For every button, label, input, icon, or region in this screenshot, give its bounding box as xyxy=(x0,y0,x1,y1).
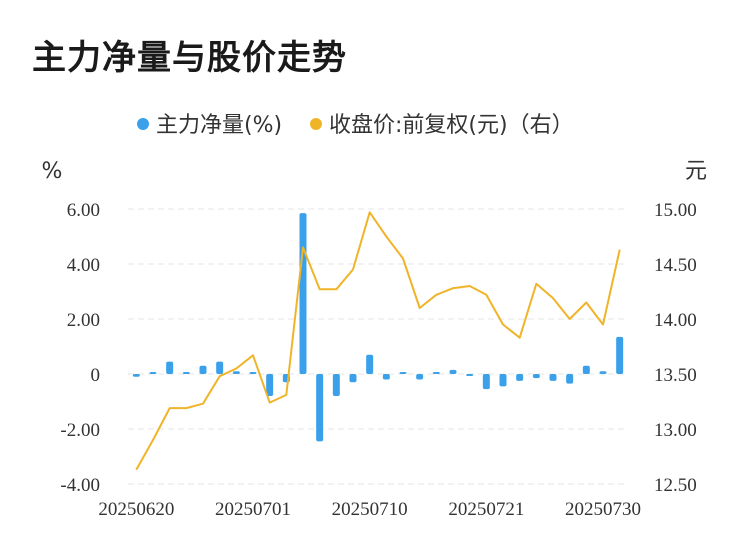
bar-main-net xyxy=(299,213,307,374)
y-left-unit: % xyxy=(42,159,63,184)
x-ticks: 20250620 20250701 20250710 20250721 20250730 xyxy=(98,499,641,520)
bar-main-net xyxy=(366,354,374,374)
bar-main-net xyxy=(216,361,224,374)
x-tick-label: 20250701 xyxy=(215,499,291,520)
y-right-tick-label: 14.00 xyxy=(654,310,697,331)
bar-main-net xyxy=(516,374,524,381)
bar-main-net xyxy=(566,374,574,384)
bar-main-net xyxy=(616,336,624,374)
bar-main-net xyxy=(399,372,407,374)
x-tick-label: 20250620 xyxy=(98,499,174,520)
legend-label-main-net: 主力净量(%) xyxy=(156,113,282,138)
y-right-tick-label: 12.50 xyxy=(654,475,697,496)
y-right-unit: 元 xyxy=(685,159,707,184)
y-left-tick-label: 6.00 xyxy=(67,200,100,221)
bar-main-net xyxy=(166,361,174,374)
bar-main-net xyxy=(449,369,457,374)
bar-main-net xyxy=(582,365,590,374)
bar-main-net xyxy=(599,371,607,374)
bar-main-net xyxy=(232,371,240,374)
legend-marker-main-net xyxy=(137,118,149,130)
bar-main-net xyxy=(199,365,207,374)
y-right-tick-label: 13.00 xyxy=(654,420,697,441)
y-left-tick-label: 2.00 xyxy=(67,310,100,331)
bar-main-net xyxy=(466,374,474,376)
bar-series-main-net xyxy=(132,213,624,442)
bar-main-net xyxy=(316,374,324,442)
legend: 主力净量(%) 收盘价:前复权(元)（右） xyxy=(137,113,574,138)
bar-main-net xyxy=(332,374,340,396)
bar-main-net xyxy=(532,374,540,379)
bar-main-net xyxy=(249,372,257,374)
y-left-ticks: 6.00 4.00 2.00 0 -2.00 -4.00 xyxy=(60,200,100,496)
chart-title: 主力净量与股价走势 xyxy=(32,38,347,78)
bar-main-net xyxy=(182,372,190,374)
bar-main-net xyxy=(382,374,390,380)
y-left-tick-label: 4.00 xyxy=(67,255,100,276)
x-tick-label: 20250721 xyxy=(448,499,524,520)
y-left-tick-label: -4.00 xyxy=(60,475,100,496)
bar-main-net xyxy=(132,374,140,377)
x-tick-label: 20250710 xyxy=(332,499,408,520)
line-close-price xyxy=(135,211,621,471)
bar-main-net xyxy=(349,374,357,383)
bar-main-net xyxy=(416,374,424,380)
y-right-ticks: 15.00 14.50 14.00 13.50 13.00 12.50 xyxy=(654,200,697,496)
bar-main-net xyxy=(549,374,557,381)
bar-main-net xyxy=(266,374,274,396)
y-right-tick-label: 14.50 xyxy=(654,255,697,276)
x-tick-label: 20250730 xyxy=(565,499,641,520)
bar-main-net xyxy=(499,374,507,387)
line-series-close-price xyxy=(135,211,621,471)
bar-main-net xyxy=(432,372,440,374)
y-left-tick-label: 0 xyxy=(91,365,101,386)
y-right-tick-label: 13.50 xyxy=(654,365,697,386)
y-right-tick-label: 15.00 xyxy=(654,200,697,221)
bar-main-net xyxy=(482,374,490,390)
y-left-tick-label: -2.00 xyxy=(60,420,100,441)
legend-marker-close-price xyxy=(310,118,322,130)
bar-main-net xyxy=(149,372,157,374)
legend-label-close-price: 收盘价:前复权(元)（右） xyxy=(329,113,574,138)
gridlines xyxy=(128,208,628,485)
